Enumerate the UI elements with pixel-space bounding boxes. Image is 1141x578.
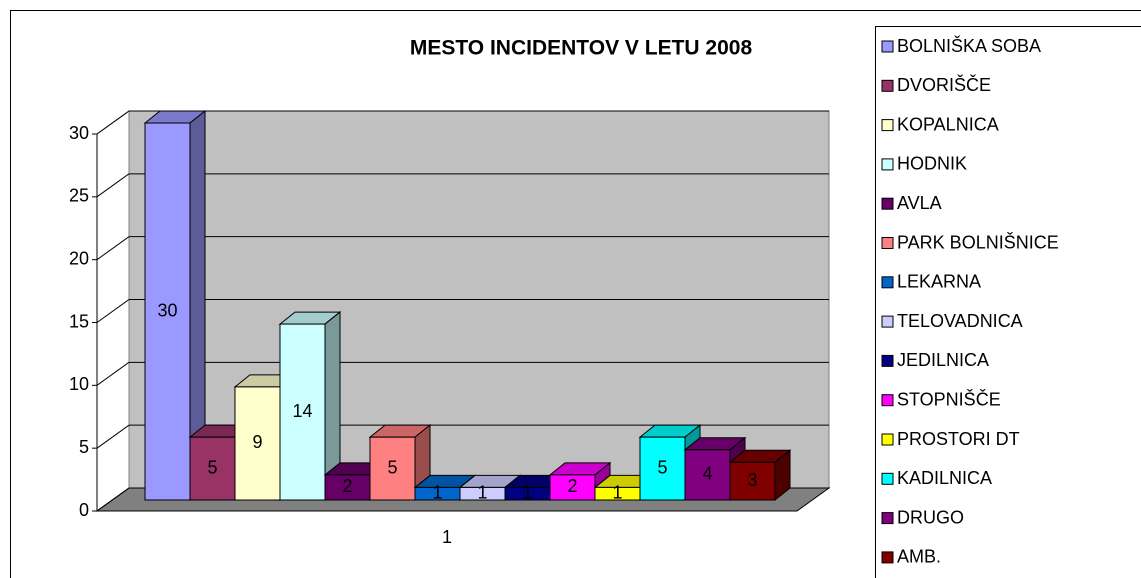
legend-swatch: [881, 276, 894, 289]
legend-swatch: [881, 433, 894, 446]
legend-swatch: [881, 512, 894, 525]
data-label: 1: [432, 482, 442, 502]
grid-line: [96, 236, 130, 261]
legend-label: KADILNICA: [897, 468, 992, 488]
legend-swatch: [881, 119, 894, 132]
data-label: 5: [657, 457, 667, 477]
legend-swatch: [881, 551, 894, 564]
data-label: 5: [387, 457, 397, 477]
chart-title: MESTO INCIDENTOV V LETU 2008: [410, 37, 753, 60]
bar: [324, 474, 371, 501]
legend-label: AVLA: [897, 193, 942, 213]
legend-label: HODNIK: [897, 154, 967, 174]
y-tick-label: 5: [79, 437, 89, 457]
data-label: 1: [522, 482, 532, 502]
bar: [189, 436, 236, 501]
legend-swatch: [881, 197, 894, 210]
legend-swatch: [881, 354, 894, 367]
legend-label: KOPALNICA: [897, 114, 999, 134]
bar: [729, 461, 776, 501]
legend-swatch: [881, 79, 894, 92]
legend-swatch: [881, 472, 894, 485]
data-label: 5: [207, 457, 217, 477]
grid-line: [96, 361, 130, 386]
y-tick-label: 0: [79, 500, 89, 520]
data-label: 14: [292, 401, 312, 421]
data-label: 1: [612, 482, 622, 502]
data-label: 4: [702, 464, 712, 484]
bar: [144, 122, 191, 501]
bar: [639, 436, 686, 501]
legend-label: DVORIŠČE: [897, 74, 991, 95]
grid-line: [96, 299, 130, 323]
y-tick-label: 15: [69, 311, 89, 331]
data-label: 2: [342, 476, 352, 496]
legend-swatch: [881, 315, 894, 328]
data-label: 2: [567, 476, 577, 496]
bar: [279, 323, 326, 501]
legend-label: LEKARNA: [897, 272, 981, 292]
data-label: 1: [477, 482, 487, 502]
data-label: 9: [252, 432, 262, 452]
legend-label: STOPNIŠČE: [897, 388, 1001, 409]
y-tick-label: 30: [69, 123, 89, 143]
legend-label: PROSTORI DT: [897, 429, 1020, 449]
grid-line: [96, 173, 130, 198]
legend-label: PARK BOLNIŠNICE: [897, 231, 1059, 252]
legend-label: TELOVADNICA: [897, 311, 1023, 331]
bar: [549, 474, 596, 501]
data-label: 3: [747, 470, 757, 490]
legend-swatch: [881, 158, 894, 171]
data-label: 30: [157, 300, 177, 320]
grid-line: [96, 424, 130, 449]
legend-swatch: [881, 394, 894, 407]
legend-swatch: [881, 237, 894, 249]
legend-label: AMB.: [897, 547, 941, 567]
x-tick-label: 1: [442, 527, 452, 547]
y-tick-label: 25: [69, 186, 89, 206]
legend-label: BOLNIŠKA SOBA: [897, 35, 1041, 56]
bar: [684, 449, 731, 501]
grid-line: [96, 487, 130, 512]
grid-line: [96, 110, 130, 135]
y-tick-label: 20: [69, 248, 89, 268]
y-tick-label: 10: [69, 374, 89, 394]
legend-swatch: [881, 40, 894, 53]
bar: [234, 386, 281, 501]
legend-label: JEDILNICA: [897, 350, 989, 370]
legend-box: [875, 26, 1141, 578]
legend-label: DRUGO: [897, 507, 964, 527]
bar: [369, 436, 416, 501]
